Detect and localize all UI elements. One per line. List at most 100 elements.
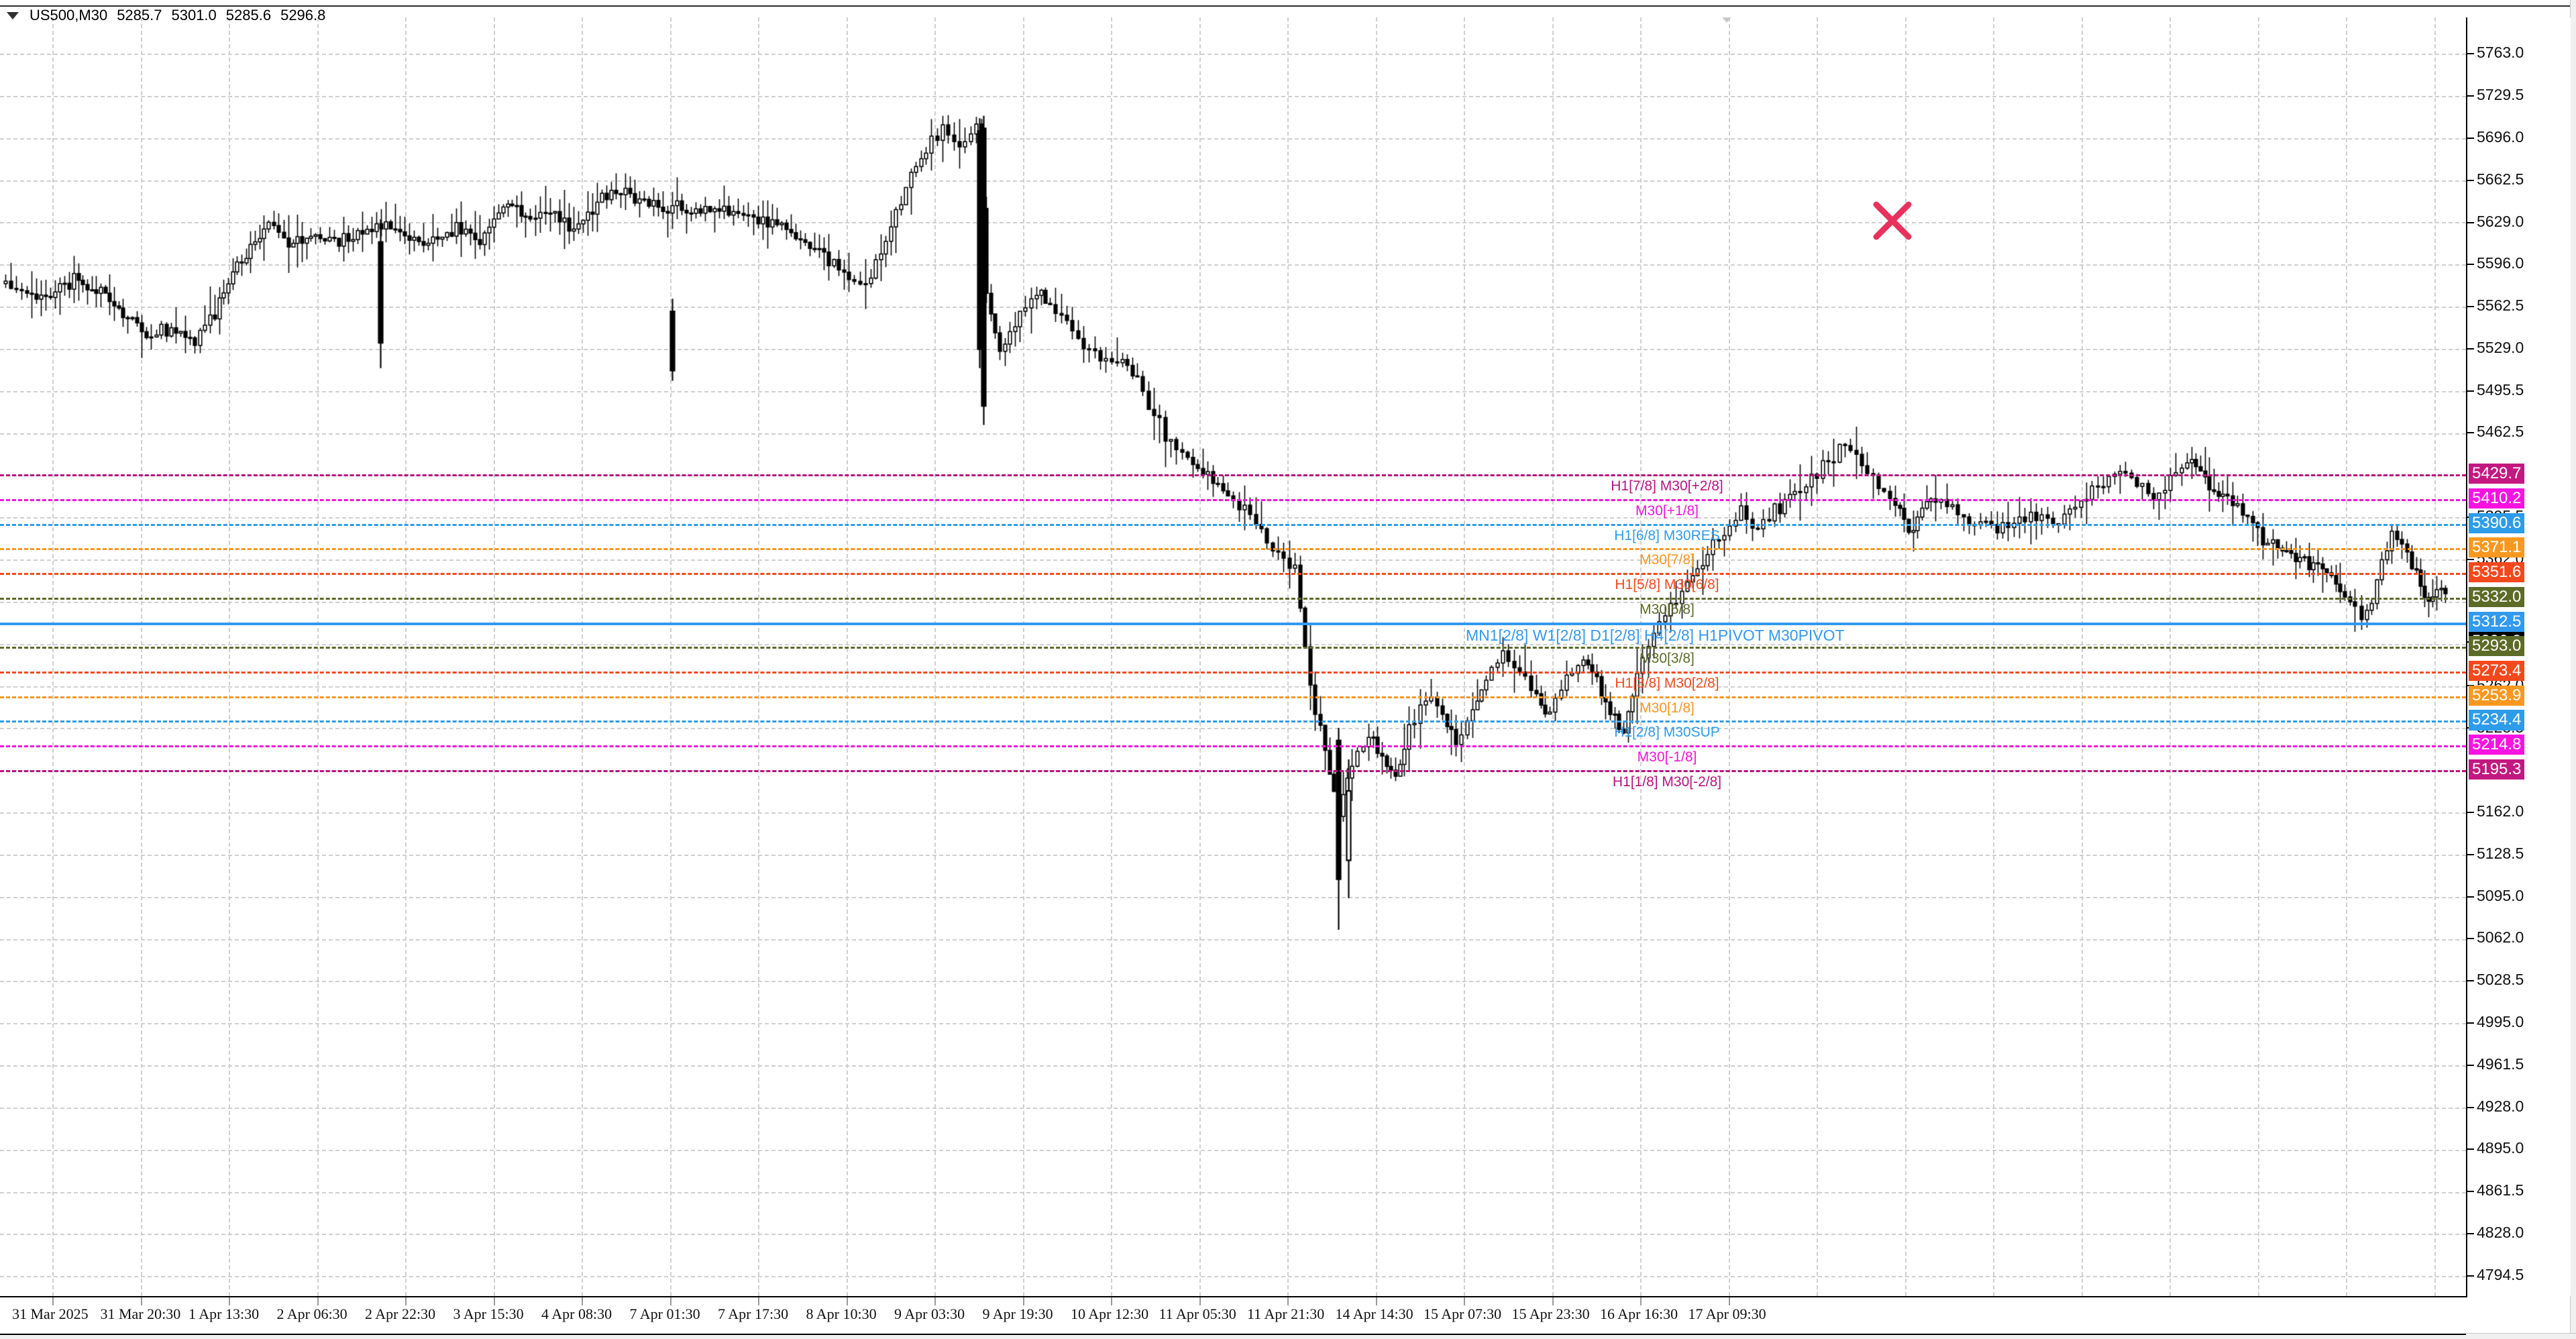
time-tick [669, 1297, 672, 1305]
ohlc-low: 5285.6 [225, 7, 272, 23]
time-tick-label: 8 Apr 10:30 [806, 1305, 877, 1322]
level-line-m30-3-8[interactable] [0, 647, 2466, 649]
level-line-m30-plus-1-8[interactable] [0, 498, 2466, 501]
time-tick-label: 31 Mar 20:30 [100, 1305, 181, 1322]
level-label-m30-7-8: M30[7/8] [1640, 552, 1695, 568]
level-line-m30-7-8[interactable] [0, 548, 2466, 551]
time-tick-label: 9 Apr 03:30 [894, 1305, 965, 1322]
level-line-m30-1-8[interactable] [0, 696, 2466, 698]
time-tick [229, 1297, 230, 1305]
level-label-m30-plus-1-8: M30[+1/8] [1635, 502, 1699, 519]
time-tick [1552, 1297, 1554, 1305]
level-line-pivot[interactable] [0, 622, 2466, 625]
price-tick: 5662.5 [2467, 170, 2524, 189]
price-tag-pivot[interactable]: 5312.5 [2469, 611, 2525, 632]
price-tick-label: 4828.0 [2477, 1223, 2524, 1241]
price-tag-m30-1-8[interactable]: 5253.9 [2469, 685, 2525, 706]
time-tick-label: 1 Apr 13:30 [189, 1305, 260, 1322]
price-tick-label: 4861.5 [2477, 1181, 2524, 1199]
level-label-m30-1-8: M30[1/8] [1640, 700, 1695, 716]
level-label-m30-5-8: M30[5/8] [1640, 601, 1695, 617]
level-label-h1-1-8: H1[1/8] M30[-2/8] [1612, 773, 1722, 790]
level-line-m30-5-8[interactable] [0, 597, 2466, 600]
time-tick-label: 7 Apr 01:30 [629, 1305, 700, 1322]
price-tag-m30-plus-1-8[interactable]: 5410.2 [2469, 488, 2525, 508]
price-tag-h1-2-8-sup[interactable]: 5234.4 [2469, 710, 2525, 731]
chevron-down-icon[interactable] [7, 11, 19, 19]
price-axis[interactable]: 5763.0 5729.5 5696.0 5662.5 5629.0 5596.0 5562… [2467, 17, 2571, 1296]
price-tag-h1-3-8[interactable]: 5273.4 [2469, 661, 2525, 682]
price-tick-label: 5596.0 [2477, 254, 2524, 272]
time-tick-label: 9 Apr 19:30 [982, 1305, 1053, 1322]
time-tick-label: 10 Apr 12:30 [1071, 1305, 1149, 1322]
time-tick [582, 1297, 583, 1305]
level-line-h1-3-8[interactable] [0, 672, 2466, 674]
price-tick: 4961.5 [2467, 1055, 2524, 1073]
time-tick-label: 7 Apr 17:30 [718, 1305, 789, 1322]
price-tick-label: 5562.5 [2477, 297, 2524, 315]
time-tick [493, 1297, 495, 1305]
level-label-h1-2-8-sup: H1[2/8] M30SUP [1614, 725, 1720, 741]
time-tick-label: 15 Apr 23:30 [1511, 1305, 1590, 1322]
time-tick [758, 1297, 759, 1305]
level-line-h1-6-8-res[interactable] [0, 523, 2466, 526]
price-tick-label: 4961.5 [2477, 1055, 2524, 1073]
price-tick-label: 5729.5 [2477, 86, 2524, 104]
level-label-pivot: MN1[2/8] W1[2/8] D1[2/8] H4[2/8] H1PIVOT… [1466, 626, 1845, 644]
level-line-h1-1-8[interactable] [0, 769, 2466, 772]
time-tick-label: 15 Apr 07:30 [1424, 1305, 1502, 1322]
price-tick-label: 4995.0 [2477, 1012, 2524, 1030]
price-tick-label: 5095.0 [2477, 886, 2524, 904]
chart-plot-area[interactable]: H1[7/8] M30[+2/8] M30[+1/8] H1[6/8] M30RES… [0, 17, 2467, 1297]
price-tag-m30-3-8[interactable]: 5293.0 [2469, 636, 2525, 657]
price-tag-h1-7-8[interactable]: 5429.7 [2469, 464, 2525, 484]
price-tick: 5128.5 [2467, 845, 2524, 863]
level-label-h1-7-8: H1[7/8] M30[+2/8] [1611, 478, 1723, 494]
level-line-h1-7-8[interactable] [0, 474, 2466, 477]
time-axis[interactable]: 31 Mar 2025 31 Mar 20:30 1 Apr 13:30 2 Apr … [0, 1297, 2466, 1335]
time-tick-label: 4 Apr 08:30 [541, 1305, 612, 1322]
price-tick: 5596.0 [2467, 254, 2524, 272]
time-tick [1111, 1297, 1112, 1305]
time-tick [140, 1297, 142, 1305]
price-tick-label: 5462.5 [2477, 423, 2524, 441]
time-tick [1640, 1297, 1642, 1305]
time-tick-label: 3 Apr 15:30 [453, 1305, 524, 1322]
price-tick: 4828.0 [2467, 1224, 2524, 1242]
level-label-h1-3-8: H1[3/8] M30[2/8] [1615, 676, 1719, 692]
price-tick: 5162.0 [2467, 802, 2524, 820]
time-tick [846, 1297, 848, 1305]
price-tick: 5763.0 [2467, 44, 2524, 62]
ohlc-close: 5296.8 [280, 7, 326, 23]
price-tag-h1-5-8[interactable]: 5351.6 [2469, 561, 2525, 583]
time-tick [1728, 1297, 1730, 1305]
price-tick-label: 5629.0 [2477, 213, 2524, 231]
time-tick-label: 17 Apr 09:30 [1688, 1305, 1766, 1322]
price-tick: 4995.0 [2467, 1013, 2524, 1031]
price-tick-label: 5162.0 [2477, 802, 2524, 820]
price-tick: 5729.5 [2467, 86, 2524, 104]
time-tick-label: 11 Apr 21:30 [1247, 1305, 1325, 1322]
price-tick-label: 5128.5 [2477, 844, 2524, 862]
candlestick-series [0, 17, 2466, 1296]
price-tick-label: 5529.0 [2477, 339, 2524, 357]
time-tick [1287, 1297, 1289, 1305]
time-tick-label: 2 Apr 22:30 [365, 1305, 436, 1322]
level-line-m30-minus-1-8[interactable] [0, 745, 2466, 748]
level-line-h1-5-8[interactable] [0, 572, 2466, 575]
close-x-marker[interactable] [1872, 200, 1913, 242]
price-tag-h1-1-8[interactable]: 5195.3 [2469, 759, 2525, 780]
price-tag-m30-5-8[interactable]: 5332.0 [2469, 586, 2525, 607]
window-right-scroll-gutter[interactable] [2570, 0, 2576, 1339]
price-tag-m30-minus-1-8[interactable]: 5214.8 [2469, 735, 2525, 755]
price-tick: 5028.5 [2467, 971, 2524, 989]
price-tick: 5696.0 [2467, 128, 2524, 146]
level-line-h1-2-8-sup[interactable] [0, 720, 2466, 723]
price-tag-m30-7-8[interactable]: 5371.1 [2469, 537, 2525, 558]
price-tag-h1-6-8-res[interactable]: 5390.6 [2469, 513, 2525, 533]
window-top-border [0, 0, 2576, 7]
price-tick-label: 5696.0 [2477, 128, 2524, 146]
price-tick-label: 5662.5 [2477, 170, 2524, 189]
time-tick-label: 16 Apr 16:30 [1600, 1305, 1678, 1322]
